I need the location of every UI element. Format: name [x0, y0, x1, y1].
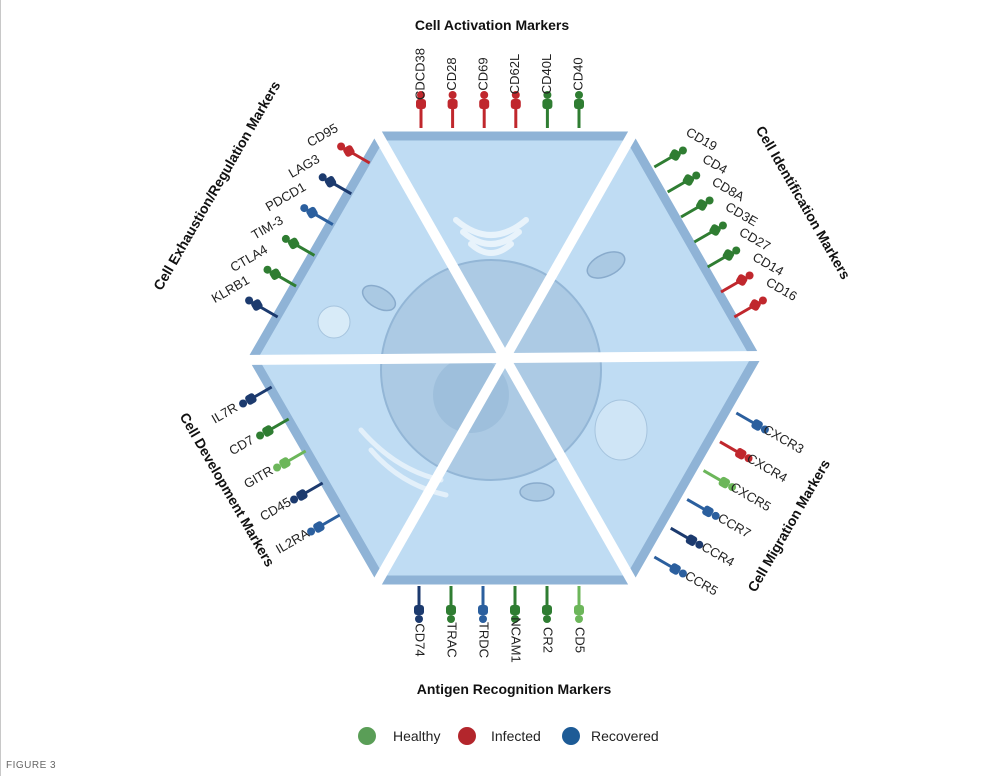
marker-ncam1: NCAM1 — [509, 586, 524, 663]
vacuole-organelle — [594, 399, 648, 461]
marker-cxcr4: CXCR4 — [719, 440, 790, 485]
marker-ccr4: CCR4 — [669, 526, 737, 570]
marker-label: CD7 — [226, 432, 256, 458]
marker-il2ra: IL2RA — [273, 513, 341, 557]
marker-label: CD62L — [507, 54, 522, 94]
marker-cd69: CD69 — [476, 57, 491, 128]
marker-label: TRAC — [445, 622, 460, 657]
marker-label: TIM-3 — [249, 212, 286, 242]
marker-label: CD3E — [723, 199, 761, 229]
marker-label: CCR4 — [699, 539, 737, 570]
marker-cr2: CR2 — [541, 586, 556, 653]
marker-label: NCAM1 — [509, 617, 524, 663]
marker-label: CD16 — [763, 274, 799, 304]
marker-label: CD40 — [570, 57, 585, 90]
marker-label: LAG3 — [286, 151, 322, 181]
marker-label: GITR — [241, 463, 275, 492]
marker-cdcd38: CDCD38 — [412, 48, 427, 128]
legend-label-infected: Infected — [491, 728, 541, 744]
legend-swatch-healthy — [358, 727, 376, 745]
marker-cd45: CD45 — [257, 481, 324, 524]
marker-label: CR2 — [541, 627, 556, 653]
marker-label: CD45 — [257, 494, 293, 524]
marker-cd74: CD74 — [413, 586, 428, 657]
marker-label: CD27 — [737, 224, 773, 254]
figure-caption: FIGURE 3 — [6, 760, 57, 771]
marker-klrb1: KLRB1 — [209, 272, 279, 319]
marker-cd5: CD5 — [573, 586, 588, 653]
mitochondrion-organelle — [586, 251, 626, 279]
golgi-organelle — [453, 217, 529, 256]
section-title-migration: Cell Migration Markers — [744, 456, 833, 594]
marker-label: CD19 — [683, 124, 719, 154]
marker-cd40: CD40 — [570, 57, 585, 128]
mitochondrion-organelle — [361, 284, 397, 312]
legend-swatch-recovered — [562, 727, 580, 745]
marker-label: CD8A — [710, 174, 748, 204]
legend-swatch-infected — [458, 727, 476, 745]
section-dividers — [242, 123, 768, 593]
marker-label: CXCR5 — [728, 479, 774, 514]
marker-label: IL2RA — [273, 525, 312, 556]
marker-ccr5: CCR5 — [653, 555, 721, 599]
section-title-exhaustion: Cell Exhaustion/Regulation Markers — [150, 78, 283, 293]
mitochondrion-organelle — [519, 482, 555, 502]
vacuole-organelle — [317, 305, 351, 339]
marker-label: CCR5 — [683, 568, 721, 599]
marker-label: CDCD38 — [412, 48, 427, 100]
marker-label: CD69 — [476, 57, 491, 90]
marker-cxcr5: CXCR5 — [702, 469, 774, 514]
marker-ccr7: CCR7 — [686, 498, 754, 541]
marker-cd7: CD7 — [226, 417, 290, 458]
marker-label: CCR7 — [715, 510, 753, 541]
legend-label-recovered: Recovered — [591, 728, 659, 744]
marker-cd62l: CD62L — [507, 54, 522, 128]
legend: Healthy Infected Recovered — [358, 727, 659, 745]
marker-trdc: TRDC — [477, 586, 492, 658]
marker-gitr: GITR — [241, 449, 307, 492]
marker-label: CD14 — [750, 249, 786, 279]
marker-label: CXCR4 — [744, 450, 790, 485]
legend-label-healthy: Healthy — [393, 728, 440, 744]
marker-cxcr3: CXCR3 — [735, 411, 807, 457]
marker-label: CD28 — [444, 57, 459, 90]
marker-label: CD40L — [539, 54, 554, 94]
marker-cd40l: CD40L — [539, 54, 554, 128]
marker-label: IL7R — [209, 400, 240, 427]
marker-il7r: IL7R — [209, 385, 273, 427]
marker-label: CD5 — [573, 627, 588, 653]
section-title-activation: Cell Activation Markers — [415, 17, 570, 33]
marker-label: TRDC — [477, 622, 492, 658]
marker-label: CD4 — [700, 151, 730, 177]
marker-label: CD95 — [304, 120, 340, 150]
marker-trac: TRAC — [445, 586, 460, 658]
marker-label: CD74 — [413, 623, 428, 656]
marker-label: CXCR3 — [761, 422, 807, 457]
section-title-recognition: Antigen Recognition Markers — [417, 681, 612, 697]
marker-cd28: CD28 — [444, 57, 459, 128]
